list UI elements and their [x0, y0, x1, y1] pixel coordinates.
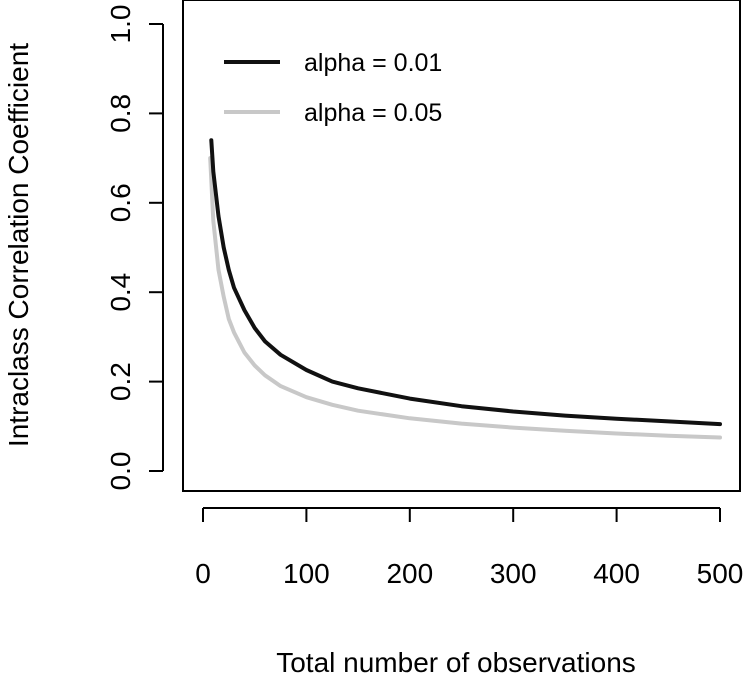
x-tick-label: 0 [195, 558, 211, 589]
y-tick-label: 1.0 [105, 5, 136, 44]
series-line-1 [209, 138, 722, 427]
y-axis-title: Intraclass Correlation Coefficient [3, 43, 34, 447]
y-tick-label: 0.8 [105, 94, 136, 133]
series-layer [208, 138, 722, 440]
x-axis: 0 100 200 300 400 500 [195, 507, 744, 589]
y-tick-label: 0.4 [105, 273, 136, 312]
y-tick-label: 0.2 [105, 362, 136, 401]
legend-label: alpha = 0.05 [304, 99, 442, 127]
x-tick-label: 400 [593, 558, 640, 589]
y-tick-label: 0.6 [105, 183, 136, 222]
x-tick-label: 200 [386, 558, 433, 589]
legend: alpha = 0.01 alpha = 0.05 [224, 49, 442, 127]
series-line-2 [208, 156, 722, 440]
x-tick-label: 300 [490, 558, 537, 589]
y-tick-label: 0.0 [105, 452, 136, 491]
y-axis: 0.0 0.2 0.4 0.6 0.8 1.0 [105, 5, 164, 491]
legend-label: alpha = 0.01 [304, 49, 442, 77]
x-axis-title: Total number of observations [276, 647, 636, 678]
x-tick-label: 100 [283, 558, 330, 589]
x-tick-label: 500 [697, 558, 744, 589]
plot-frame [182, 0, 741, 492]
